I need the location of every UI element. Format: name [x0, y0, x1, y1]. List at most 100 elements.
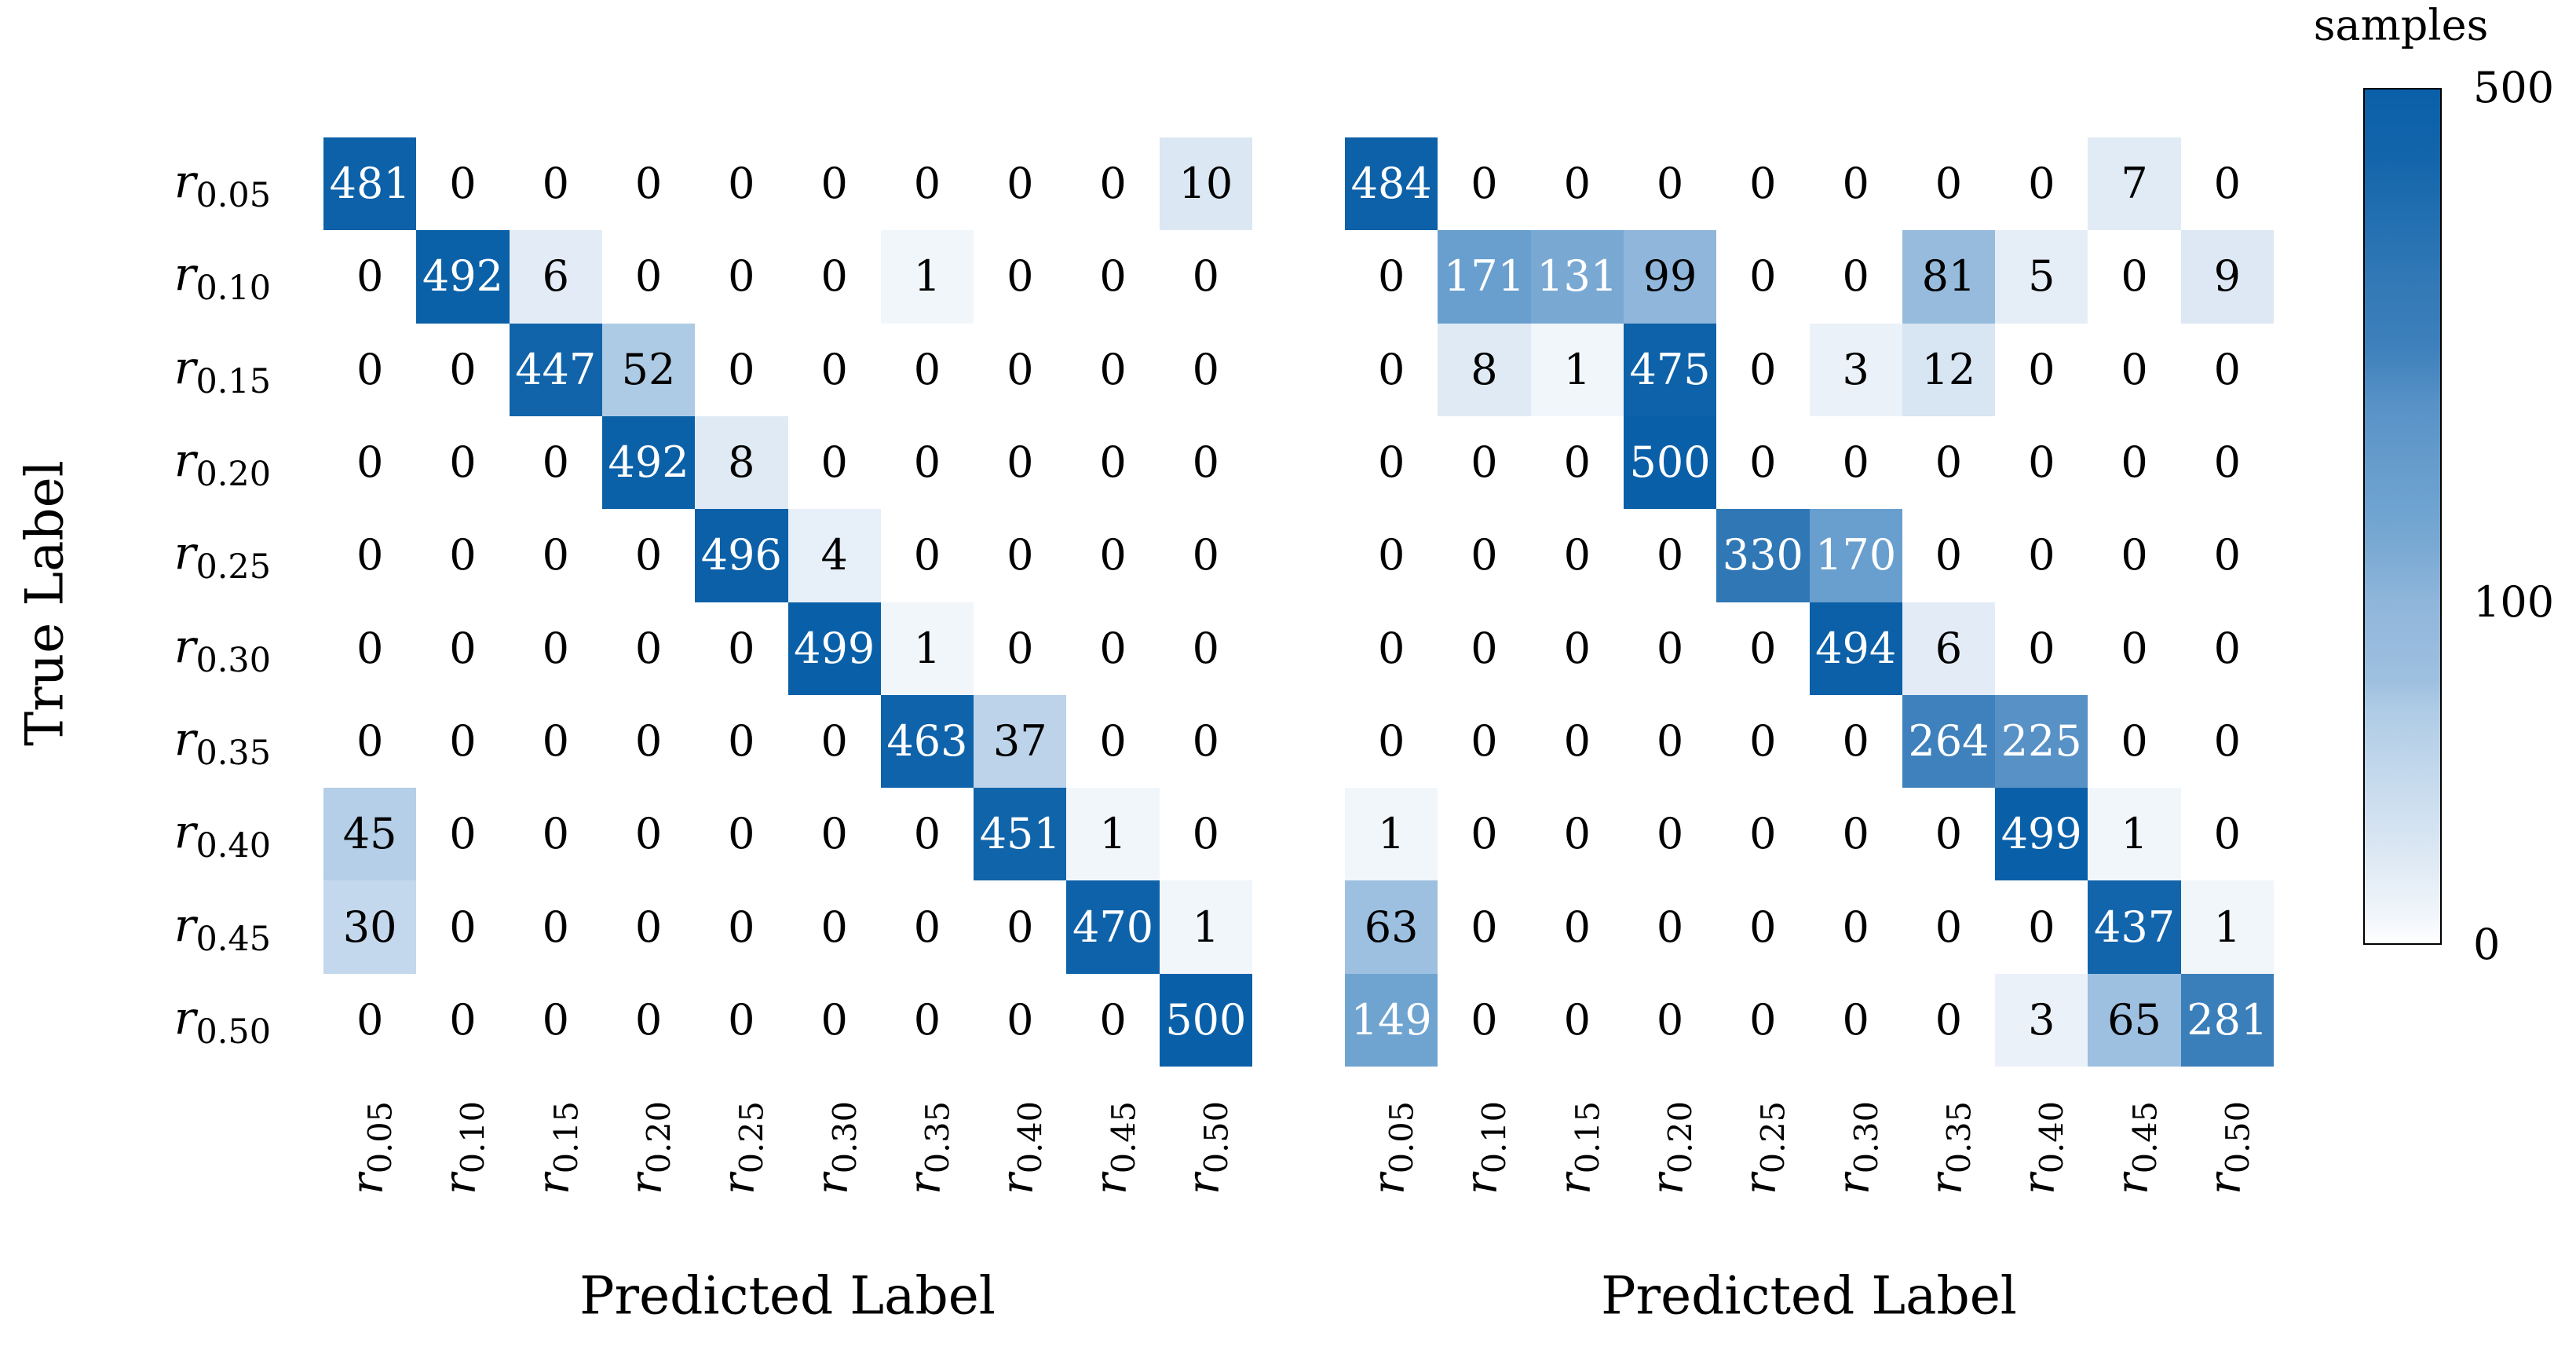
matrix-cell: 0	[1530, 880, 1624, 974]
matrix-cell: 0	[416, 788, 510, 881]
matrix-cell: 0	[695, 323, 788, 416]
confusion-matrix-left: 481 0 0 0 0 0 0 0 0 10 0 492 6 0 0 0 1 0 0 0 0 0 447 52 0 0 0 0 0 0 0 0…	[323, 137, 1252, 1067]
matrix-cell: 0	[1438, 973, 1531, 1067]
matrix-cell: 6	[509, 230, 602, 324]
category-label: r0.40	[174, 805, 271, 866]
colorbar-tick-100: 100	[2473, 577, 2555, 628]
matrix-cell: 0	[1716, 323, 1810, 416]
matrix-cell: 0	[1530, 137, 1624, 231]
matrix-cell: 0	[695, 230, 788, 324]
matrix-cell: 0	[1438, 694, 1531, 789]
matrix-cell: 0	[1530, 788, 1624, 881]
matrix-cell: 0	[1995, 880, 2088, 974]
matrix-cell: 0	[974, 880, 1067, 974]
matrix-cell: 81	[1902, 230, 1996, 324]
matrix-cell: 171	[1438, 230, 1531, 324]
y-tick: r0.50	[0, 974, 271, 1067]
y-tick: r0.20	[0, 416, 271, 509]
matrix-cell: 0	[1438, 415, 1531, 510]
matrix-cell: 1	[1066, 788, 1160, 881]
matrix-cell: 8	[1438, 323, 1531, 416]
matrix-cell: 0	[2180, 694, 2274, 789]
matrix-cell: 481	[323, 137, 417, 231]
matrix-cell: 0	[1995, 137, 2088, 231]
matrix-cell: 0	[787, 137, 881, 231]
matrix-cell: 1	[2088, 788, 2181, 881]
matrix-cell: 484	[1345, 137, 1438, 231]
matrix-cell: 0	[1995, 509, 2088, 602]
matrix-cell: 0	[416, 415, 510, 510]
matrix-cell: 0	[1159, 602, 1252, 695]
y-tick: r0.25	[0, 509, 271, 602]
matrix-cell: 0	[509, 602, 602, 695]
matrix-cell: 0	[416, 973, 510, 1067]
matrix-cell: 0	[1902, 509, 1996, 602]
matrix-cell: 1	[880, 230, 974, 324]
matrix-cell: 0	[1438, 788, 1531, 881]
matrix-cell: 0	[323, 415, 417, 510]
matrix-cell: 496	[695, 509, 788, 602]
matrix-cell: 0	[1995, 602, 2088, 695]
matrix-cell: 0	[1716, 880, 1810, 974]
matrix-cell: 0	[509, 415, 602, 510]
matrix-cell: 0	[974, 415, 1067, 510]
matrix-cell: 0	[880, 415, 974, 510]
category-label: r0.25	[714, 1101, 771, 1195]
matrix-cell: 0	[416, 694, 510, 789]
matrix-cell: 0	[416, 509, 510, 602]
matrix-cell: 99	[1623, 230, 1717, 324]
matrix-cell: 52	[601, 323, 696, 416]
matrix-cell: 10	[1159, 137, 1252, 231]
matrix-cell: 0	[1716, 602, 1810, 695]
category-label: r0.50	[2199, 1101, 2257, 1195]
matrix-cell: 4	[787, 509, 881, 602]
category-label: r0.40	[992, 1101, 1050, 1195]
matrix-cell: 499	[1995, 788, 2088, 881]
matrix-cell: 0	[416, 602, 510, 695]
matrix-cell: 0	[787, 323, 881, 416]
matrix-cell: 0	[601, 509, 696, 602]
matrix-cell: 0	[1159, 788, 1252, 881]
matrix-cell: 0	[695, 880, 788, 974]
matrix-cell: 0	[695, 788, 788, 881]
colorbar-tick-500: 500	[2473, 63, 2555, 112]
matrix-cell: 0	[323, 973, 417, 1067]
matrix-cell: 0	[1159, 694, 1252, 789]
matrix-cell: 0	[1159, 230, 1252, 324]
y-tick: r0.30	[0, 602, 271, 695]
category-label: r0.15	[1549, 1101, 1607, 1195]
matrix-cell: 0	[1902, 788, 1996, 881]
matrix-cell: 0	[1809, 137, 1902, 231]
matrix-cell: 0	[2088, 602, 2181, 695]
matrix-cell: 0	[1066, 694, 1160, 789]
matrix-cell: 0	[1530, 602, 1624, 695]
matrix-cell: 0	[2088, 509, 2181, 602]
matrix-cell: 0	[787, 415, 881, 510]
matrix-cell: 499	[787, 602, 881, 695]
matrix-cell: 0	[323, 509, 417, 602]
matrix-cell: 0	[1066, 602, 1160, 695]
matrix-cell: 0	[880, 323, 974, 416]
matrix-cell: 8	[695, 415, 788, 510]
matrix-cell: 37	[974, 694, 1067, 789]
matrix-cell: 7	[2088, 137, 2181, 231]
y-tick: r0.40	[0, 788, 271, 880]
category-label: r0.50	[174, 990, 271, 1052]
matrix-cell: 0	[323, 602, 417, 695]
matrix-cell: 0	[601, 694, 696, 789]
matrix-cell: 65	[2088, 973, 2181, 1067]
matrix-cell: 0	[1716, 415, 1810, 510]
matrix-cell: 0	[509, 137, 602, 231]
matrix-cell: 0	[880, 788, 974, 881]
matrix-cell: 437	[2088, 880, 2181, 974]
category-label: r0.10	[435, 1101, 493, 1195]
matrix-cell: 1	[1530, 323, 1624, 416]
matrix-cell: 0	[416, 137, 510, 231]
matrix-cell: 0	[2180, 415, 2274, 510]
category-label: r0.45	[2106, 1101, 2165, 1195]
matrix-cell: 500	[1159, 973, 1252, 1067]
matrix-cell: 0	[1902, 973, 1996, 1067]
matrix-cell: 0	[601, 230, 696, 324]
matrix-cell: 447	[509, 323, 602, 416]
